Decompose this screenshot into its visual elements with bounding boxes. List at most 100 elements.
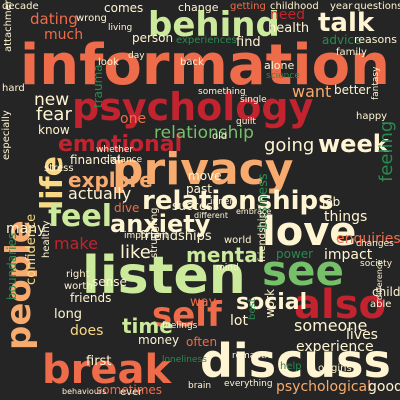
- word-person: person: [132, 31, 174, 45]
- word-experiences: experiences: [176, 35, 237, 46]
- word-back: back: [180, 57, 204, 68]
- word-everything: everything: [224, 379, 273, 389]
- word-worth: worth: [64, 281, 93, 292]
- word-self: self: [152, 295, 222, 335]
- word-questions: questions: [354, 1, 400, 12]
- word-psychology: psychology: [72, 85, 314, 129]
- word-right: right: [66, 269, 90, 280]
- word-help: help: [280, 361, 302, 372]
- word-privacy: privacy: [112, 144, 294, 195]
- word-reasons: reasons: [354, 33, 397, 46]
- word-trauma: trauma: [91, 64, 105, 108]
- word-financial: financial: [70, 153, 121, 167]
- word-especially: especially: [1, 110, 12, 160]
- word-anxiety: anxiety: [110, 210, 211, 238]
- word-inner: inner: [210, 197, 234, 207]
- word-see: see: [262, 246, 344, 295]
- word-healthy: healthy: [41, 220, 52, 258]
- word-good: good: [368, 379, 400, 395]
- word-find: find: [236, 35, 261, 50]
- word-psychological: psychological: [276, 379, 371, 395]
- word-guilt: guilt: [236, 117, 256, 127]
- word-like: like: [120, 242, 151, 263]
- word-behaviours: behaviours: [62, 387, 107, 396]
- word-romantic: romantic: [232, 351, 272, 361]
- word-success: success: [172, 199, 219, 213]
- word-new: new: [34, 90, 70, 110]
- word-distance: distance: [104, 155, 143, 165]
- word-discuss: discuss: [200, 334, 391, 388]
- word-difference: difference: [375, 259, 384, 300]
- word-science: science: [266, 71, 300, 81]
- word-relationships: relationships: [142, 186, 334, 216]
- word-behind: behind: [148, 5, 280, 45]
- word-alone: alone: [264, 59, 295, 72]
- word-someone: someone: [294, 316, 368, 335]
- word-listen: listen: [82, 246, 246, 306]
- word-want: want: [292, 82, 332, 101]
- word-better: better: [334, 83, 371, 97]
- word-mental: mental: [186, 243, 265, 267]
- word-lives: lives: [346, 327, 378, 343]
- word-relationship: relationship: [154, 123, 254, 143]
- word-information: information: [20, 33, 390, 98]
- word-confidence: confidence: [24, 213, 39, 285]
- word-living: living: [108, 23, 133, 33]
- word-past: past: [186, 182, 212, 196]
- word-talk: talk: [318, 8, 375, 38]
- word-able: able: [370, 299, 392, 310]
- word-old: old: [212, 131, 228, 142]
- word-fear: fear: [36, 104, 72, 125]
- word-long: long: [54, 307, 83, 322]
- word-move: move: [188, 169, 222, 183]
- word-origins: origins: [318, 363, 352, 374]
- word-social: social: [236, 290, 308, 315]
- word-whether: whether: [96, 145, 134, 155]
- word-emotional: emotional: [58, 132, 183, 157]
- word-week: week: [318, 130, 389, 158]
- word-boundaries: boundaries: [5, 232, 19, 300]
- word-sense: sense: [92, 275, 127, 289]
- word-love: love: [262, 209, 357, 255]
- word-work: work: [263, 288, 277, 318]
- word-need: need: [270, 7, 305, 23]
- word-friendship: friendship: [257, 212, 268, 262]
- word-decade: decade: [2, 1, 39, 12]
- word-explore: explore: [68, 168, 153, 192]
- word-friends: friends: [70, 291, 112, 305]
- word-health: health: [268, 21, 310, 36]
- word-also: also: [294, 282, 386, 328]
- word-feelings: feelings: [162, 321, 198, 331]
- word-family: family: [336, 47, 367, 58]
- word-year: year: [330, 1, 353, 12]
- word-actually: actually: [68, 184, 132, 203]
- word-dive: dive: [114, 201, 140, 215]
- word-friendships: friendships: [140, 229, 212, 244]
- word-society: society: [360, 259, 393, 269]
- word-best: best: [247, 298, 258, 320]
- word-does: does: [70, 323, 104, 339]
- word-lot: lot: [230, 313, 248, 329]
- word-world: world: [224, 235, 252, 246]
- word-sometimes: sometimes: [96, 383, 163, 397]
- word-stress: stress: [44, 163, 74, 174]
- word-feel: feel: [48, 199, 113, 234]
- word-one: one: [120, 111, 147, 127]
- word-brain: brain: [188, 381, 212, 391]
- word-important: important: [124, 231, 169, 241]
- word-often: often: [186, 335, 218, 349]
- word-money: money: [138, 333, 180, 347]
- word-things: things: [324, 209, 368, 225]
- word-going: going: [264, 135, 315, 156]
- word-childhood: childhood: [270, 1, 319, 12]
- word-ever: ever: [120, 387, 143, 398]
- word-day: day: [128, 51, 145, 61]
- word-look: look: [98, 57, 119, 68]
- word-single: single: [240, 95, 267, 105]
- word-way: way: [190, 295, 217, 310]
- word-feeling: feeling: [376, 120, 397, 182]
- word-first: first: [86, 354, 112, 369]
- word-happy: happy: [356, 111, 388, 122]
- word-comes: comes: [104, 1, 144, 15]
- word-impact: impact: [324, 247, 373, 263]
